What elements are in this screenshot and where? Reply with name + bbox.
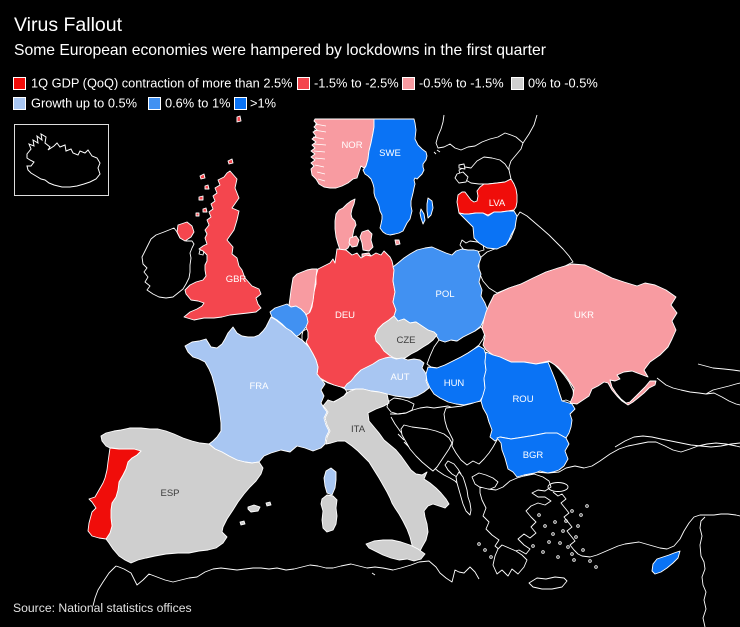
svg-text:AUT: AUT	[391, 372, 410, 383]
svg-text:Growth up to 0.5%: Growth up to 0.5%	[31, 96, 137, 111]
svg-text:POL: POL	[435, 289, 454, 300]
svg-text:FRA: FRA	[250, 381, 270, 392]
svg-text:Virus Fallout: Virus Fallout	[14, 14, 123, 36]
svg-text:Some European economies were h: Some European economies were hampered by…	[14, 42, 546, 59]
svg-text:DEU: DEU	[335, 310, 355, 321]
svg-text:-1.5% to -2.5%: -1.5% to -2.5%	[314, 76, 399, 91]
svg-text:BGR: BGR	[523, 450, 544, 461]
svg-text:ROU: ROU	[512, 394, 533, 405]
svg-text:GBR: GBR	[226, 274, 247, 285]
svg-text:1Q GDP (QoQ) contraction of mo: 1Q GDP (QoQ) contraction of more than 2.…	[31, 76, 293, 91]
svg-text:Source: National statistics of: Source: National statistics offices	[13, 601, 192, 615]
svg-text:ITA: ITA	[351, 424, 366, 435]
svg-text:0% to -0.5%: 0% to -0.5%	[528, 76, 598, 91]
svg-text:>1%: >1%	[250, 96, 276, 111]
svg-text:ESP: ESP	[160, 488, 179, 499]
svg-text:0.6% to 1%: 0.6% to 1%	[165, 96, 230, 111]
svg-text:NOR: NOR	[341, 140, 362, 151]
svg-text:LVA: LVA	[489, 198, 506, 209]
svg-text:HUN: HUN	[444, 378, 465, 389]
svg-text:-0.5% to -1.5%: -0.5% to -1.5%	[419, 76, 504, 91]
svg-text:UKR: UKR	[574, 310, 594, 321]
svg-text:SWE: SWE	[379, 148, 401, 159]
svg-text:CZE: CZE	[397, 335, 416, 346]
